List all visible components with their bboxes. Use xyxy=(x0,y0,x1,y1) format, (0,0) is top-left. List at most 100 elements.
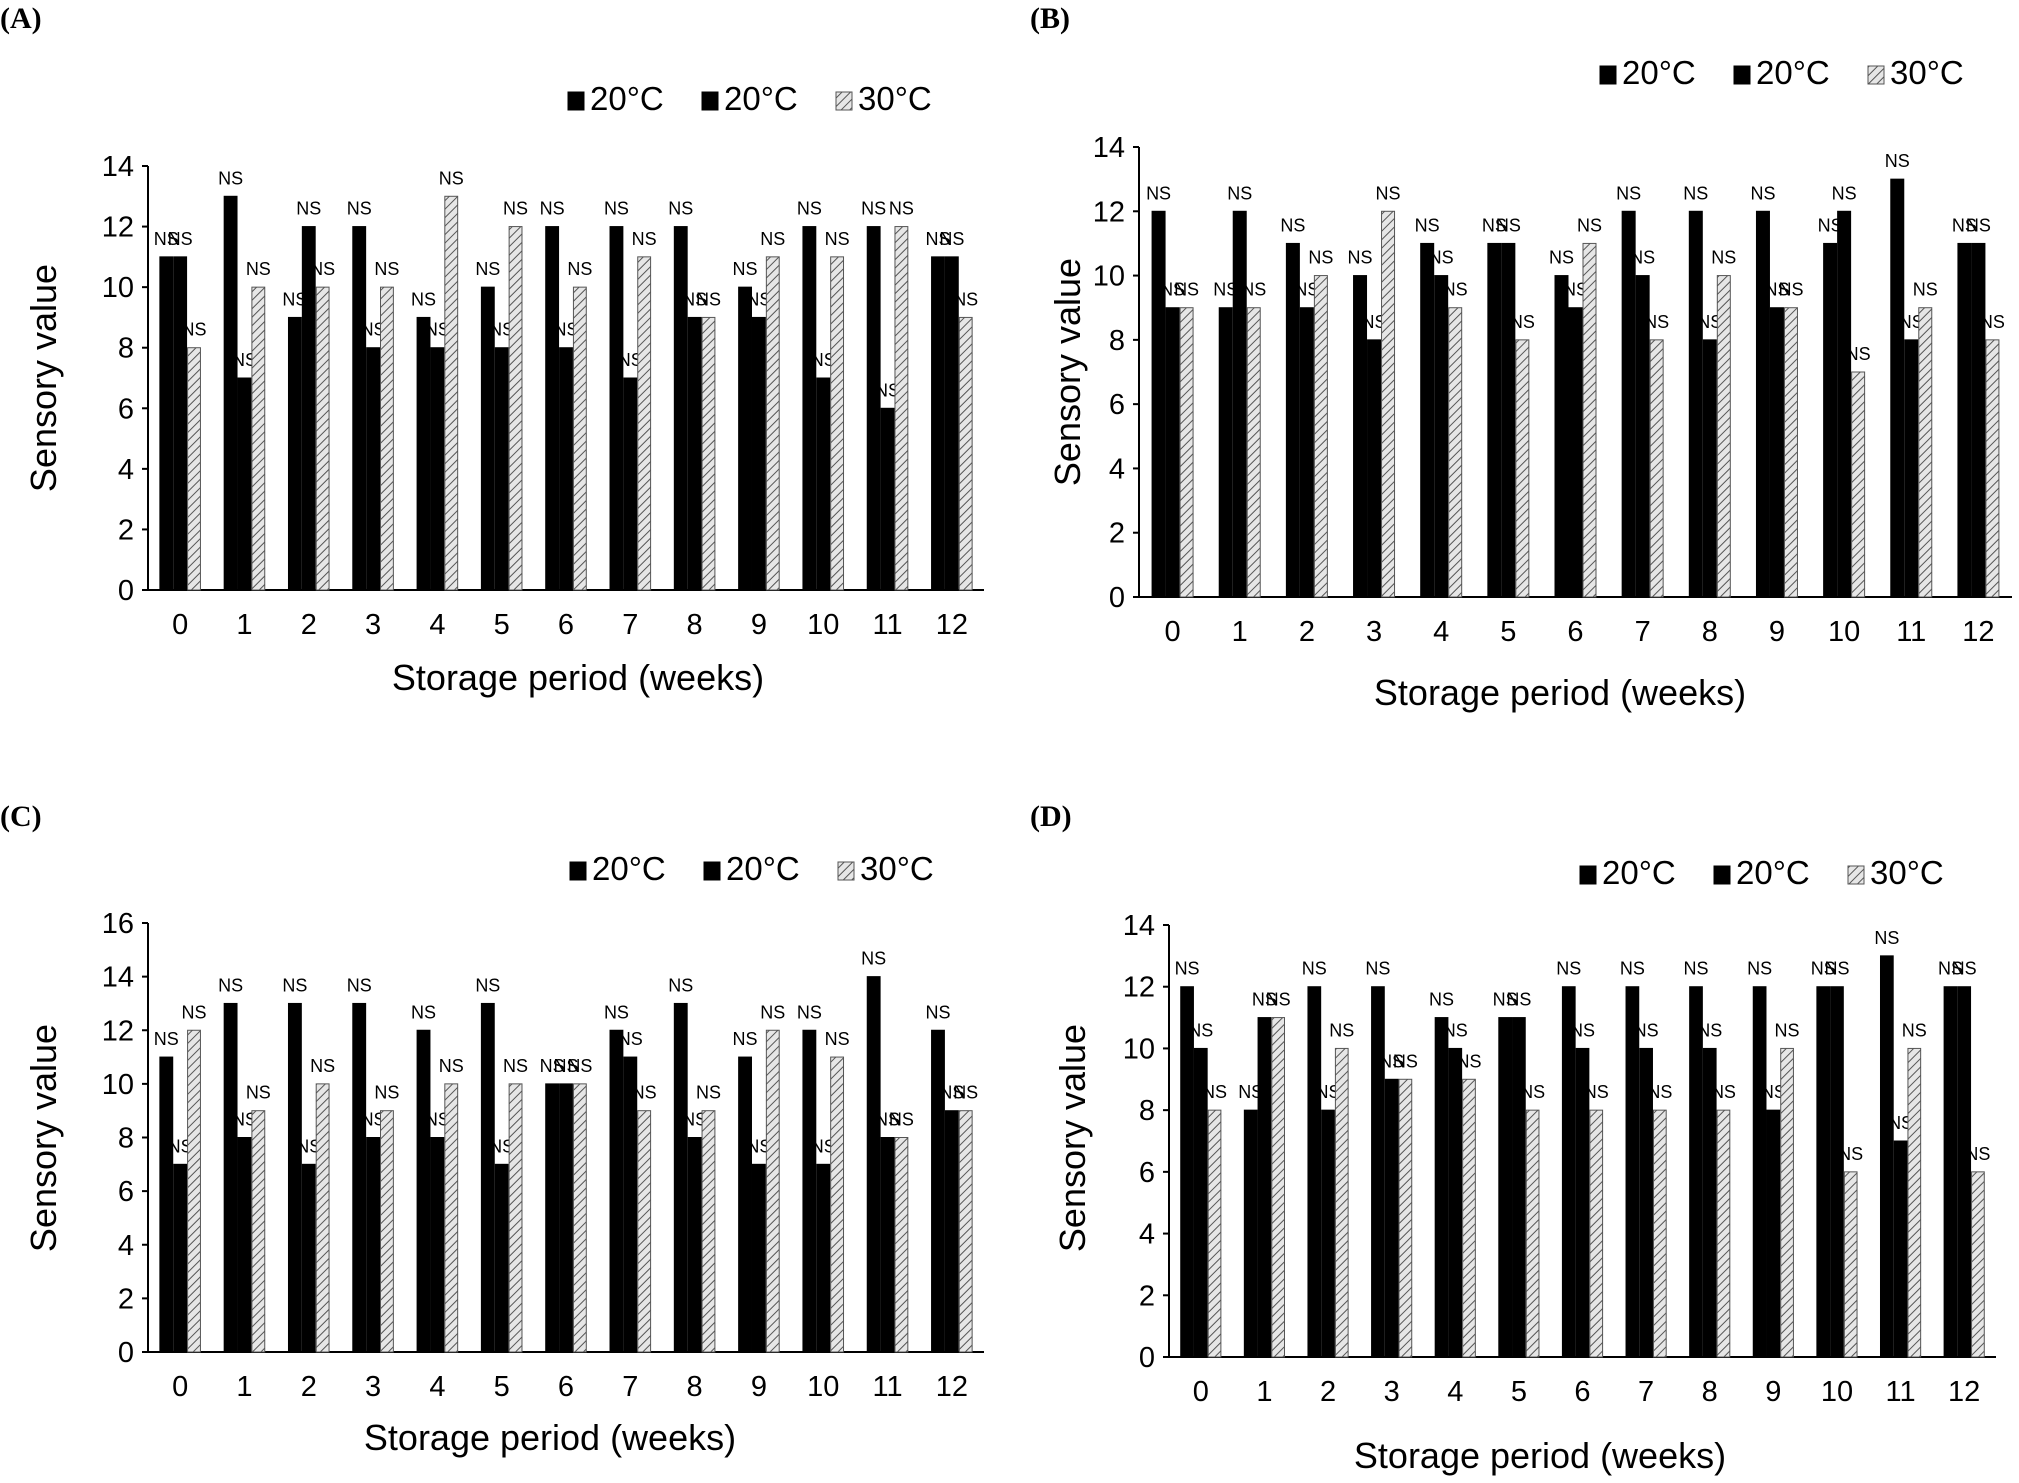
x-tick-label: 12 xyxy=(1948,1376,1980,1408)
bar-series-1-week-4 xyxy=(416,316,431,591)
ns-annotation: NS xyxy=(1697,312,1722,332)
ns-annotation: NS xyxy=(1188,1020,1213,1040)
chart-panel-1: (A)024681012140NSNSNS1NSNSNS2NSNSNS3NSNS… xyxy=(0,2,984,698)
x-tick-label: 9 xyxy=(1769,616,1785,648)
ns-annotation: NS xyxy=(1415,215,1440,235)
x-tick-label: 2 xyxy=(301,609,317,641)
x-tick-label: 4 xyxy=(1433,616,1449,648)
bar-series-1-week-6 xyxy=(1561,986,1576,1358)
ns-annotation: NS xyxy=(246,259,271,279)
ns-annotation: NS xyxy=(374,259,399,279)
bar-series-3-week-10 xyxy=(1851,371,1866,598)
ns-annotation: NS xyxy=(760,229,785,249)
bar-series-1-week-0 xyxy=(159,1056,174,1353)
bar-series-1-week-9 xyxy=(1755,210,1770,598)
bar-series-2-week-11 xyxy=(1904,339,1919,598)
legend-swatch xyxy=(835,91,853,111)
bar-series-2-week-6 xyxy=(1575,1047,1590,1358)
bar-series-2-week-12 xyxy=(944,1110,959,1353)
bar-series-2-week-8 xyxy=(1702,1047,1717,1358)
x-tick-label: 2 xyxy=(1299,616,1315,648)
ns-annotation: NS xyxy=(1520,1082,1545,1102)
y-tick-label: 12 xyxy=(1093,196,1125,228)
y-tick-label: 2 xyxy=(1109,518,1125,550)
bar-series-2-week-10 xyxy=(1830,986,1844,1358)
x-tick-label: 5 xyxy=(494,1371,510,1403)
ns-annotation: NS xyxy=(733,259,758,279)
bar-series-2-week-3 xyxy=(366,1137,381,1353)
legend-label: 20°C xyxy=(726,850,800,887)
ns-annotation: NS xyxy=(1778,280,1803,300)
ns-annotation: NS xyxy=(1563,280,1588,300)
x-tick-label: 2 xyxy=(301,1371,317,1403)
x-tick-label: 6 xyxy=(558,1371,574,1403)
bar-series-3-week-11 xyxy=(1918,307,1933,598)
bar-series-1-week-7 xyxy=(609,226,624,591)
ns-annotation: NS xyxy=(1824,959,1849,979)
y-axis-title: Sensory value xyxy=(23,1024,64,1252)
y-tick-label: 4 xyxy=(1139,1219,1155,1251)
ns-annotation: NS xyxy=(347,975,372,995)
ns-annotation: NS xyxy=(632,1083,657,1103)
x-tick-label: 2 xyxy=(1320,1376,1336,1408)
legend-label: 20°C xyxy=(724,80,798,117)
bar-series-2-week-4 xyxy=(1434,275,1449,598)
bar-series-1-week-11 xyxy=(1879,955,1894,1358)
bar-series-2-week-0 xyxy=(1193,1047,1208,1358)
ns-annotation: NS xyxy=(1456,1051,1481,1071)
ns-annotation: NS xyxy=(475,259,500,279)
ns-annotation: NS xyxy=(1280,215,1305,235)
y-tick-label: 10 xyxy=(1093,261,1125,293)
bar-series-3-week-11 xyxy=(1907,1047,1922,1358)
x-tick-label: 12 xyxy=(936,1371,968,1403)
ns-annotation: NS xyxy=(1227,183,1252,203)
bar-series-3-week-6 xyxy=(572,1083,587,1353)
ns-annotation: NS xyxy=(953,289,978,309)
ns-annotation: NS xyxy=(1711,1082,1736,1102)
bar-series-1-week-10 xyxy=(802,1029,817,1353)
x-tick-label: 0 xyxy=(172,1371,188,1403)
legend-swatch xyxy=(1847,865,1865,885)
bar-series-3-week-8 xyxy=(701,1110,716,1353)
ns-annotation: NS xyxy=(154,1029,179,1049)
ns-annotation: NS xyxy=(875,380,900,400)
ns-annotation: NS xyxy=(604,1002,629,1022)
x-tick-label: 0 xyxy=(1193,1376,1209,1408)
bar-series-2-week-12 xyxy=(1957,986,1972,1358)
bar-series-3-week-4 xyxy=(1462,1078,1476,1358)
x-tick-label: 1 xyxy=(236,609,252,641)
ns-annotation: NS xyxy=(1899,312,1924,332)
ns-annotation: NS xyxy=(1952,959,1977,979)
ns-annotation: NS xyxy=(425,1110,450,1130)
bar-series-3-week-6 xyxy=(1582,242,1597,598)
bar-series-3-week-1 xyxy=(251,1110,266,1353)
ns-annotation: NS xyxy=(1747,959,1772,979)
ns-annotation: NS xyxy=(232,350,257,370)
ns-annotation: NS xyxy=(632,229,657,249)
x-tick-label: 0 xyxy=(172,609,188,641)
ns-annotation: NS xyxy=(1362,312,1387,332)
legend-label: 20°C xyxy=(1602,854,1676,891)
bar-series-1-week-12 xyxy=(1957,242,1972,598)
legend-label: 30°C xyxy=(860,850,934,887)
bar-series-3-week-12 xyxy=(958,316,973,591)
bar-series-2-week-2 xyxy=(301,1163,316,1353)
bar-series-1-week-2 xyxy=(1285,242,1300,598)
x-tick-label: 0 xyxy=(1165,616,1181,648)
ns-annotation: NS xyxy=(168,1136,193,1156)
panel-label: (D) xyxy=(1030,800,1072,833)
y-tick-label: 2 xyxy=(1139,1280,1155,1312)
panel-label: (C) xyxy=(0,800,42,833)
ns-annotation: NS xyxy=(760,1002,785,1022)
ns-annotation: NS xyxy=(411,1002,436,1022)
legend-label: 30°C xyxy=(1870,854,1944,891)
ns-annotation: NS xyxy=(682,1110,707,1130)
x-tick-label: 10 xyxy=(807,1371,839,1403)
bar-series-2-week-7 xyxy=(1635,275,1650,598)
y-tick-label: 4 xyxy=(1109,453,1125,485)
bar-series-3-week-3 xyxy=(1398,1078,1413,1358)
bar-series-3-week-6 xyxy=(1589,1109,1604,1358)
ns-annotation: NS xyxy=(889,199,914,219)
x-tick-label: 11 xyxy=(1896,616,1926,648)
ns-annotation: NS xyxy=(1888,1113,1913,1133)
